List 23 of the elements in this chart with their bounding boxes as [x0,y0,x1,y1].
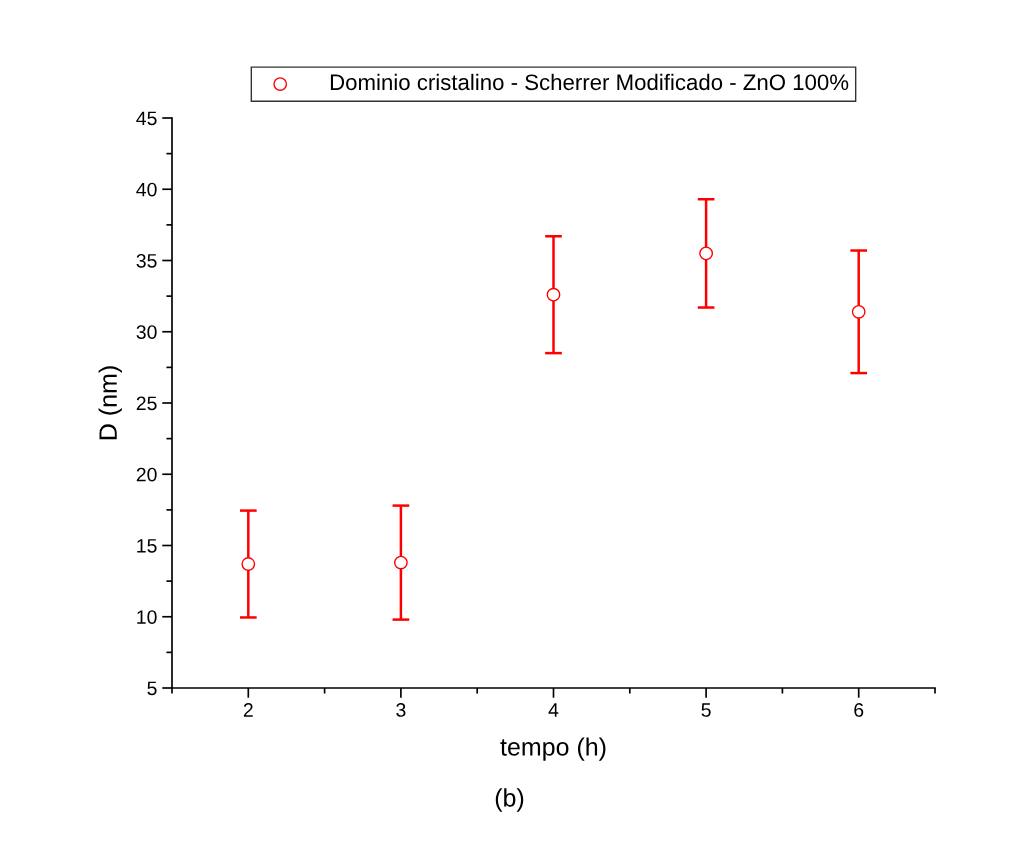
text: (b) [495,788,524,812]
y-tick-label: 15 [137,539,157,553]
y-tick-label: 35 [136,253,157,268]
y-axis-title: D (nm) [98,366,122,440]
y-tick-label: 40 [136,182,157,197]
x-tick-label: 5 [701,703,711,717]
x-axis-title: tempo (h) [500,737,606,761]
y-tick-label: 5 [147,681,157,696]
x-tick-label: 4 [548,703,559,717]
point [241,557,256,571]
legend-label: Dominio cristalino - Scherrer Modificado - ZnO 100% [330,73,849,91]
y-tick-label: 25 [136,396,157,411]
y-tick-label: 30 [136,325,157,339]
y-tick-label: 10 [137,610,157,624]
point [851,304,866,319]
x-tick-label: 3 [396,703,406,717]
point [699,246,714,261]
point [393,555,408,570]
y-tick-label: 45 [136,111,157,126]
y-tick-label: 20 [136,467,157,482]
point [546,287,561,302]
x-tick-label: 2 [243,703,253,717]
x-tick-label: 6 [854,703,864,717]
